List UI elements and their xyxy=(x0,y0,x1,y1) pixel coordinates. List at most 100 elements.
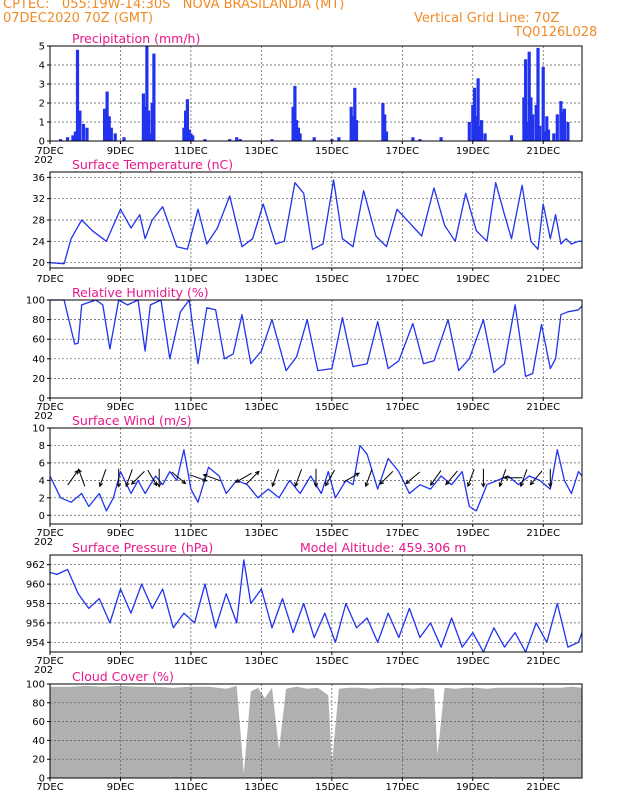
precip-bar xyxy=(312,137,316,141)
wind-arrow-head xyxy=(379,480,385,485)
precip-bar xyxy=(148,133,152,141)
series-line xyxy=(49,179,582,265)
precip-bar xyxy=(184,110,188,141)
x-date-label: 13DEC xyxy=(245,146,279,157)
panel-2: 20 24 28 32 36 7DEC 9DEC 11DEC 13DEC 15DEC 17DEC 19… xyxy=(32,157,583,285)
x-date-label: 9DEC xyxy=(107,528,134,539)
precip-bar xyxy=(524,59,528,141)
wind-arrow-shaft xyxy=(171,471,186,484)
panel-frame xyxy=(49,299,583,399)
x-date-label: 11DEC xyxy=(174,146,208,157)
precip-bar xyxy=(522,97,526,141)
panel-1: 0 1 2 3 4 5 7DEC 9DEC 11DEC 13DEC 15DEC 17DEC 19DEC 2… xyxy=(34,31,583,166)
wind-arrow-shaft xyxy=(445,470,458,485)
panel-3: 0 20 40 60 80 100 7DEC 9DEC 11DEC 13DEC 15DEC 17DEC… xyxy=(26,285,583,422)
precip-bar xyxy=(59,139,63,141)
model-code: TQ0126L028 xyxy=(514,25,598,40)
y-tick-label: 40 xyxy=(32,736,45,747)
wind-arrow-head xyxy=(116,482,121,488)
wind-arrow-head xyxy=(405,479,411,485)
wind-arrow-head xyxy=(156,482,162,488)
precip-bar xyxy=(536,47,540,141)
precip-bar xyxy=(538,125,542,141)
precip-bar xyxy=(354,120,359,141)
wind-arrow-shaft xyxy=(520,469,528,487)
precip-bar xyxy=(478,125,482,141)
wind-arrow-head xyxy=(235,478,241,483)
wind-arrow-head xyxy=(130,480,136,485)
precip-bar xyxy=(235,137,239,141)
precip-bar xyxy=(187,129,191,141)
wind-arrow xyxy=(125,469,133,488)
precip-bar xyxy=(543,131,547,141)
x-date-label: 21DEC xyxy=(526,402,560,413)
y-tick-label: 0 xyxy=(39,511,45,522)
x-date-label: 19DEC xyxy=(456,146,490,157)
wind-arrow-head xyxy=(313,482,319,488)
panel-4: 0 2 4 6 8 10 7DEC 9DEC 11DEC 13DEC 15DEC 17DEC 19DEC… xyxy=(32,413,583,548)
y-tick-label: 2 xyxy=(39,99,45,110)
precip-bar xyxy=(353,87,357,141)
precip-bar xyxy=(152,53,156,141)
x-year-label-clipped: 202 xyxy=(34,537,53,548)
precip-bar xyxy=(185,99,189,141)
precip-bar xyxy=(105,91,109,141)
panel-title: Precipitation (mm/h) xyxy=(72,31,200,46)
precip-bar xyxy=(238,139,242,141)
wind-arrow-head xyxy=(153,481,158,487)
x-date-label: 17DEC xyxy=(385,656,419,667)
y-tick-label: 0 xyxy=(39,394,45,405)
wind-arrow xyxy=(498,469,507,488)
wind-arrow-head xyxy=(429,481,435,487)
precip-bar xyxy=(295,120,299,141)
wind-arrow xyxy=(343,472,360,483)
wind-arrow-head xyxy=(503,475,509,481)
y-tick-label: 954 xyxy=(26,638,45,649)
x-date-label: 21DEC xyxy=(526,528,560,539)
wind-arrow-head xyxy=(125,482,130,488)
y-tick-label: 956 xyxy=(26,618,45,629)
precip-bar xyxy=(480,120,484,141)
grid-line-note: Vertical Grid Line: 70Z xyxy=(414,11,560,26)
panel-frame xyxy=(49,683,583,779)
x-date-label: 11DEC xyxy=(174,274,208,285)
x-date-label: 17DEC xyxy=(385,146,419,157)
precip-bar xyxy=(73,131,77,141)
x-date-label: 17DEC xyxy=(385,528,419,539)
wind-arrow-head xyxy=(481,482,486,488)
wind-arrow-head xyxy=(519,482,525,488)
precip-bar xyxy=(562,108,566,141)
precip-bar xyxy=(107,116,111,141)
wind-arrow-head xyxy=(202,477,208,482)
wind-arrow-shaft xyxy=(343,472,360,483)
precip-bar xyxy=(78,110,82,141)
y-tick-label: 20 xyxy=(32,258,45,269)
wind-arrow xyxy=(481,468,486,488)
precip-bar xyxy=(534,104,538,141)
precip-bar xyxy=(467,122,471,141)
wind-arrow-shaft xyxy=(405,471,421,484)
wind-arrow xyxy=(548,468,553,488)
wind-arrow-head xyxy=(181,479,187,485)
wind-arrow-shaft xyxy=(147,469,158,486)
precip-bar xyxy=(143,106,147,141)
y-tick-label: 60 xyxy=(32,717,45,728)
panel-title: Surface Pressure (hPa) xyxy=(72,540,213,555)
precip-bar xyxy=(270,139,274,141)
precip-bar xyxy=(509,135,514,141)
x-date-label: 13DEC xyxy=(245,528,279,539)
x-date-label: 15DEC xyxy=(315,782,349,793)
x-date-label: 9DEC xyxy=(107,782,134,793)
wind-arrow xyxy=(313,468,319,488)
y-tick-label: 8 xyxy=(39,441,45,452)
x-date-label: 15DEC xyxy=(315,402,349,413)
wind-arrow xyxy=(271,469,280,488)
wind-arrow xyxy=(156,468,162,488)
x-date-label: 21DEC xyxy=(526,274,560,285)
x-date-label: 13DEC xyxy=(245,274,279,285)
wind-arrow-shaft xyxy=(125,469,133,487)
wind-arrow-head xyxy=(325,481,330,487)
precip-bar xyxy=(552,133,556,141)
wind-arrow-shaft xyxy=(271,469,280,487)
x-date-label: 19DEC xyxy=(456,782,490,793)
